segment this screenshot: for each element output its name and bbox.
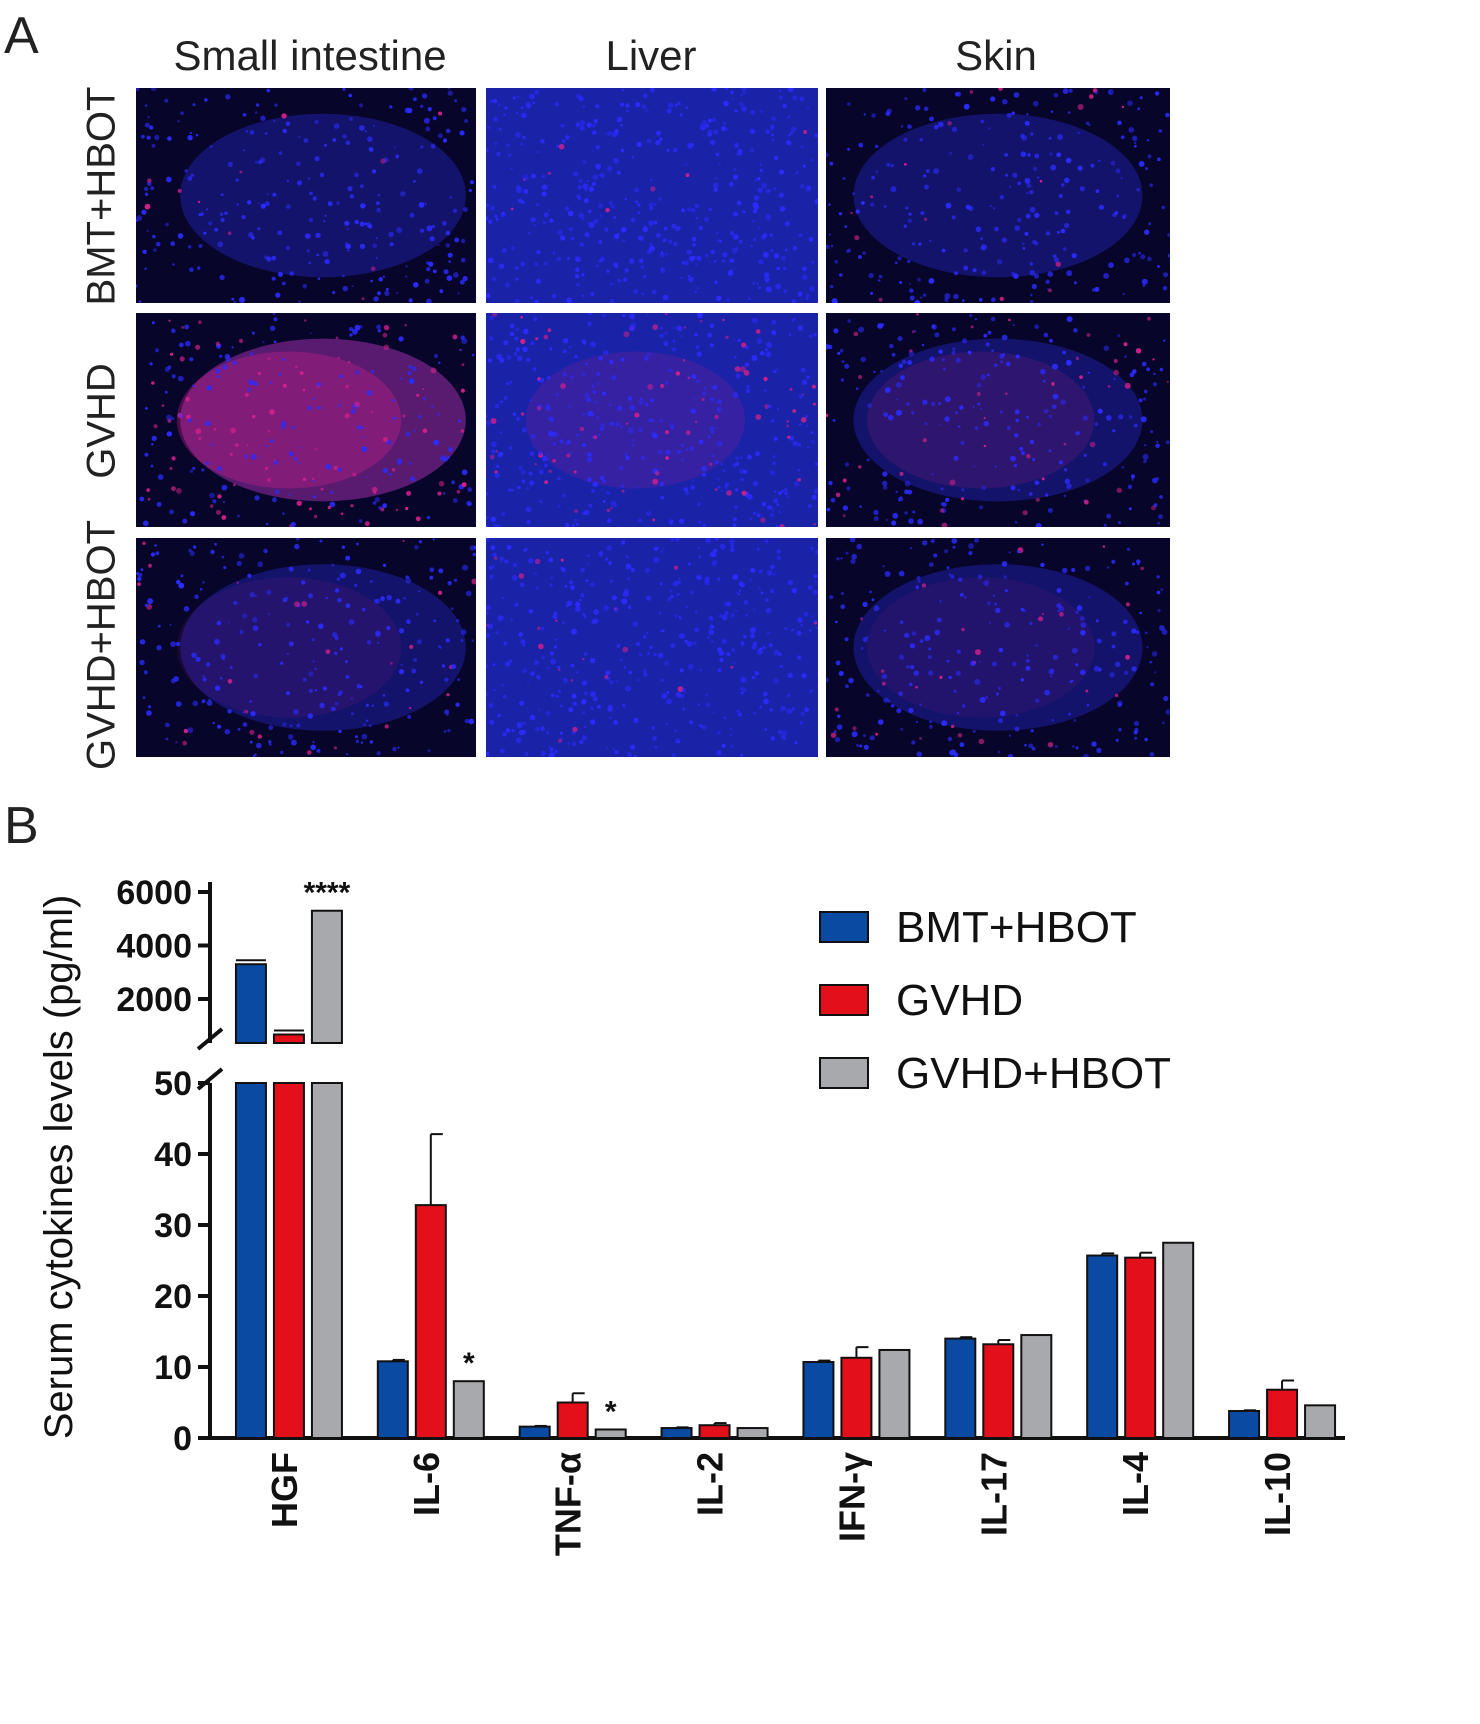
- y-axis-label: Serum cytokines levels (pg/ml): [37, 895, 81, 1440]
- bar-hgf-gvhd-upper: [272, 1033, 305, 1044]
- bar-il-2-gvhd: [698, 1424, 731, 1439]
- axis-break-mark: [196, 1067, 224, 1091]
- micrograph-bmt-hbot-small-intestine: [136, 88, 476, 303]
- bar-tnf-gvhd-hbot: [594, 1428, 627, 1439]
- legend-label-bmt-hbot: BMT+HBOT: [896, 903, 1137, 952]
- legend-label-gvhd-hbot: GVHD+HBOT: [896, 1049, 1171, 1098]
- legend-swatch-gvhd: [819, 984, 869, 1016]
- bar-ifn-bmt-hbot: [802, 1361, 835, 1440]
- significance-marker: ****: [304, 877, 351, 910]
- bar-ifn-gvhd: [840, 1356, 873, 1440]
- micrograph-gvhd-skin: [826, 313, 1170, 527]
- micrograph-gvhd-hbot-small-intestine: [136, 538, 476, 757]
- y-tick-label: 6000: [116, 874, 192, 912]
- significance-marker: *: [605, 1395, 617, 1428]
- x-tick-label-il-4: IL-4: [1115, 1452, 1156, 1516]
- y-tick-label: 30: [154, 1207, 192, 1245]
- bar-tnf-gvhd: [556, 1401, 589, 1439]
- bar-hgf-bmt-hbot-lower: [234, 1082, 267, 1439]
- x-tick-label-il-2: IL-2: [690, 1452, 731, 1516]
- x-tick-label-hgf: HGF: [264, 1452, 305, 1528]
- y-tick-label: 20: [154, 1278, 192, 1316]
- bar-il-10-bmt-hbot: [1228, 1410, 1261, 1440]
- x-tick-label-ifn: IFN-γ: [831, 1452, 872, 1542]
- y-tick-label: 40: [154, 1136, 192, 1174]
- y-tick-label: 4000: [116, 928, 192, 966]
- x-tick-label-il-17: IL-17: [973, 1452, 1014, 1536]
- bar-il-10-gvhd-hbot: [1304, 1404, 1337, 1439]
- legend-label-gvhd: GVHD: [896, 976, 1023, 1025]
- axis-break-mark: [196, 1027, 224, 1051]
- bar-ifn-gvhd-hbot: [878, 1348, 911, 1439]
- y-tick-label: 50: [154, 1065, 192, 1103]
- bar-il-4-bmt-hbot: [1086, 1254, 1119, 1440]
- legend-swatch-gvhd-hbot: [819, 1057, 869, 1089]
- micrograph-bmt-hbot-liver: [486, 88, 818, 303]
- bar-il-6-bmt-hbot: [376, 1360, 409, 1439]
- y-tick-label: 10: [154, 1349, 192, 1387]
- y-tick-label: 0: [173, 1420, 192, 1458]
- micrograph-gvhd-hbot-liver: [486, 538, 818, 757]
- panel-a-letter: A: [4, 7, 39, 65]
- column-header-liver: Liver: [605, 32, 697, 79]
- bar-il-2-gvhd-hbot: [736, 1427, 769, 1440]
- bar-hgf-bmt-hbot-upper: [234, 963, 267, 1044]
- micrograph-gvhd-small-intestine: [136, 313, 476, 527]
- bar-il-4-gvhd: [1124, 1256, 1157, 1440]
- x-tick-label-il-10: IL-10: [1257, 1452, 1298, 1536]
- y-tick-label: 2000: [116, 981, 192, 1019]
- significance-marker: *: [463, 1347, 475, 1380]
- bar-il-6-gvhd-hbot: [452, 1380, 485, 1439]
- micrograph-gvhd-hbot-skin: [826, 538, 1170, 757]
- bar-il-17-bmt-hbot: [944, 1337, 977, 1439]
- legend-swatch-bmt-hbot: [819, 911, 869, 943]
- panel-b-letter: B: [4, 797, 39, 855]
- bar-tnf-bmt-hbot: [518, 1425, 551, 1440]
- bar-il-17-gvhd-hbot: [1020, 1334, 1053, 1440]
- micrograph-gvhd-liver: [486, 313, 818, 527]
- x-tick-label-il-6: IL-6: [406, 1452, 447, 1516]
- bar-hgf-gvhd-lower: [272, 1082, 305, 1439]
- x-tick-label-tnf: TNF-α: [548, 1452, 589, 1556]
- bar-il-10-gvhd: [1266, 1388, 1299, 1439]
- column-header-skin: Skin: [955, 32, 1037, 79]
- bar-il-2-bmt-hbot: [660, 1427, 693, 1440]
- bar-hgf-gvhd-hbot-upper: [310, 909, 343, 1044]
- bar-hgf-gvhd-hbot-lower: [310, 1082, 343, 1439]
- column-header-small-intestine: Small intestine: [173, 32, 447, 79]
- bar-il-4-gvhd-hbot: [1162, 1241, 1195, 1439]
- bar-il-6-gvhd: [414, 1204, 447, 1439]
- micrograph-bmt-hbot-skin: [826, 88, 1170, 303]
- bar-il-17-gvhd: [982, 1343, 1015, 1440]
